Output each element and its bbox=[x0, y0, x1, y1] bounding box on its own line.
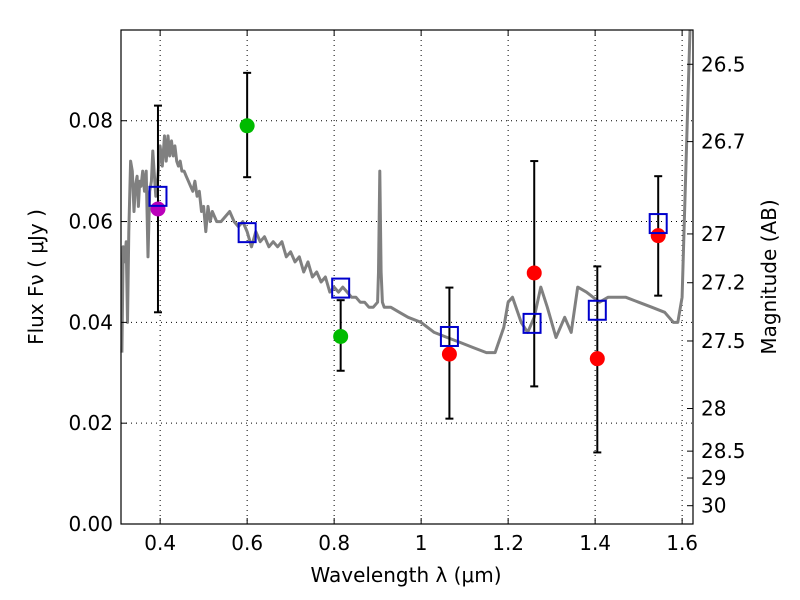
model-square-3 bbox=[439, 325, 459, 347]
y-tick-label-3: 0.06 bbox=[68, 210, 113, 234]
y-axis-label-right: Magnitude (AB) bbox=[757, 199, 781, 354]
x-tick-label-2: 0.8 bbox=[318, 531, 350, 555]
axes-layer bbox=[120, 29, 694, 525]
model-square-0 bbox=[148, 185, 168, 207]
mag-tick-label-1: 26.7 bbox=[701, 130, 746, 154]
mag-tick-label-6: 28.5 bbox=[701, 439, 746, 463]
y-tick-label-0: 0.00 bbox=[68, 512, 113, 536]
tick-layer: 0.4 0.6 0.8 1 1.2 1.4 1.6 0.00 0.02 0.04 0.06 0.08 2… bbox=[68, 30, 746, 555]
mag-tick-label-3: 27.2 bbox=[701, 271, 746, 295]
y-axis-label-left: Flux Fν ( μJy ) bbox=[24, 209, 48, 345]
x-tick-label-3: 1 bbox=[415, 531, 428, 555]
y-tick-label-2: 0.04 bbox=[68, 310, 113, 334]
marker-layer bbox=[148, 118, 668, 367]
observed-point-2 bbox=[333, 328, 349, 344]
model-square-5 bbox=[587, 299, 607, 321]
model-square-2 bbox=[331, 277, 351, 299]
model-square-6 bbox=[648, 213, 668, 235]
x-tick-label-6: 1.6 bbox=[666, 531, 698, 555]
plot-frame bbox=[120, 29, 694, 525]
x-tick-label-0: 0.4 bbox=[144, 531, 176, 555]
observed-point-3 bbox=[441, 346, 457, 362]
mag-tick-label-5: 28 bbox=[701, 397, 726, 421]
observed-point-1 bbox=[239, 118, 255, 134]
model-square-4 bbox=[522, 312, 542, 334]
observed-point-5 bbox=[589, 351, 605, 367]
observed-point-0 bbox=[150, 201, 166, 217]
x-tick-label-1: 0.6 bbox=[231, 531, 263, 555]
y-tick-label-4: 0.08 bbox=[68, 109, 113, 133]
mag-tick-label-2: 27 bbox=[701, 222, 726, 246]
observed-point-6 bbox=[650, 228, 666, 244]
x-tick-label-4: 1.2 bbox=[492, 531, 524, 555]
mag-tick-label-4: 27.5 bbox=[701, 329, 746, 353]
x-axis-label: Wavelength λ (μm) bbox=[310, 563, 501, 587]
model-square-1 bbox=[237, 222, 257, 244]
y-tick-label-1: 0.02 bbox=[68, 411, 113, 435]
x-tick-label-5: 1.4 bbox=[579, 531, 611, 555]
observed-point-4 bbox=[526, 265, 542, 281]
mag-tick-label-8: 30 bbox=[701, 494, 726, 518]
mag-tick-label-7: 29 bbox=[701, 466, 726, 490]
mag-tick-label-0: 26.5 bbox=[701, 52, 746, 76]
